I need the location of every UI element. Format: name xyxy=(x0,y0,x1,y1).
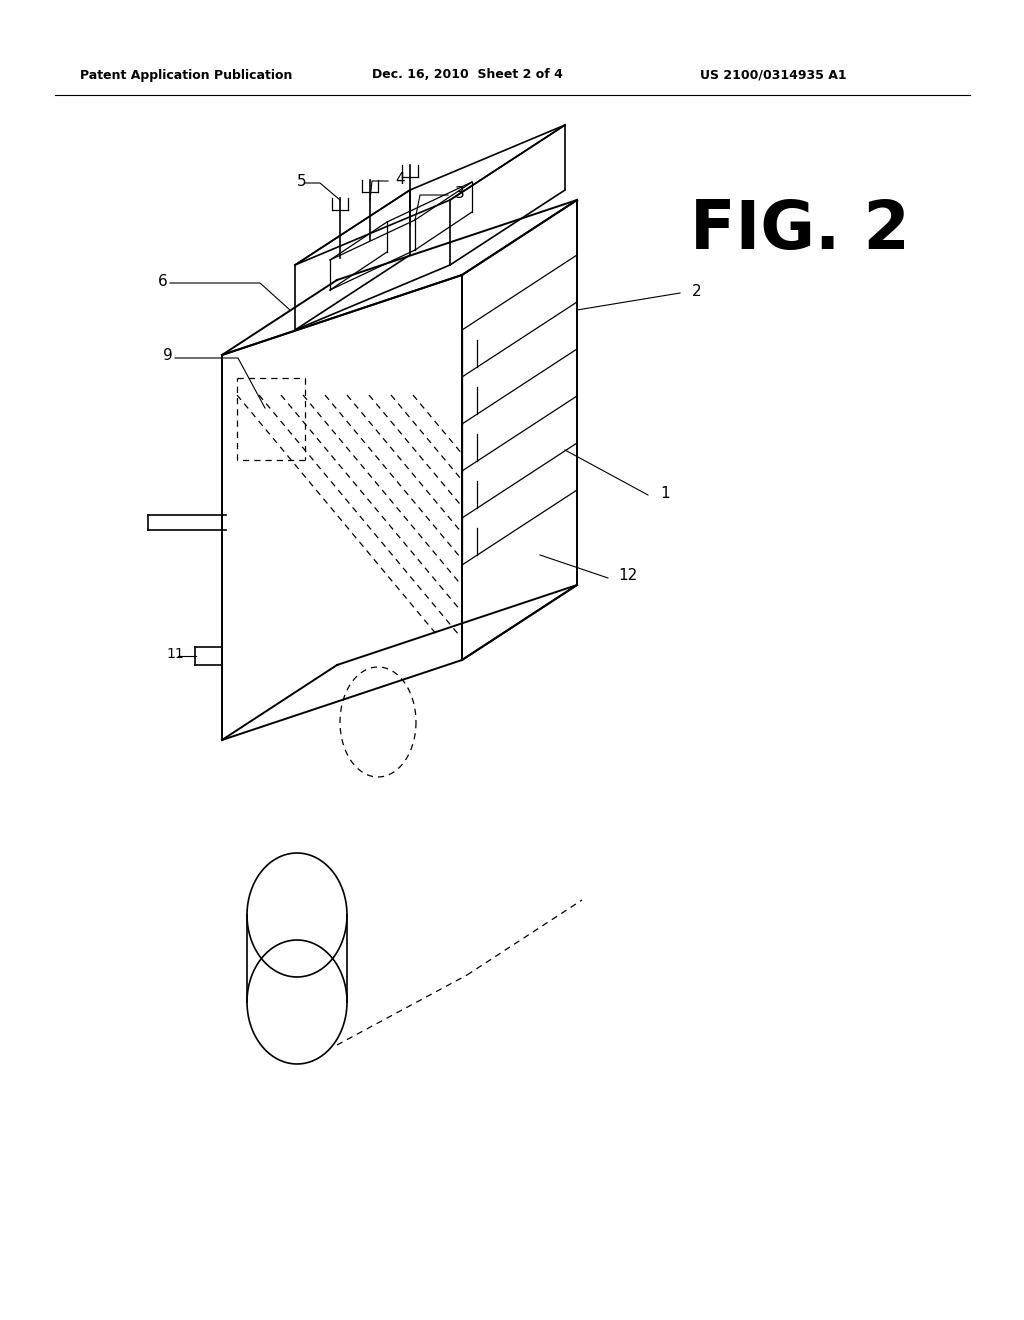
Text: 12: 12 xyxy=(618,569,637,583)
Text: 11: 11 xyxy=(166,647,183,661)
Text: FIG. 2: FIG. 2 xyxy=(690,197,909,263)
Text: 6: 6 xyxy=(158,273,168,289)
Text: 5: 5 xyxy=(297,173,306,189)
Text: 9: 9 xyxy=(163,348,173,363)
Text: 4: 4 xyxy=(395,172,404,186)
Text: Dec. 16, 2010  Sheet 2 of 4: Dec. 16, 2010 Sheet 2 of 4 xyxy=(372,69,563,82)
Text: 3: 3 xyxy=(455,186,465,201)
Text: Patent Application Publication: Patent Application Publication xyxy=(80,69,293,82)
Text: US 2100/0314935 A1: US 2100/0314935 A1 xyxy=(700,69,847,82)
Text: 2: 2 xyxy=(692,284,701,298)
Text: 1: 1 xyxy=(660,486,670,500)
